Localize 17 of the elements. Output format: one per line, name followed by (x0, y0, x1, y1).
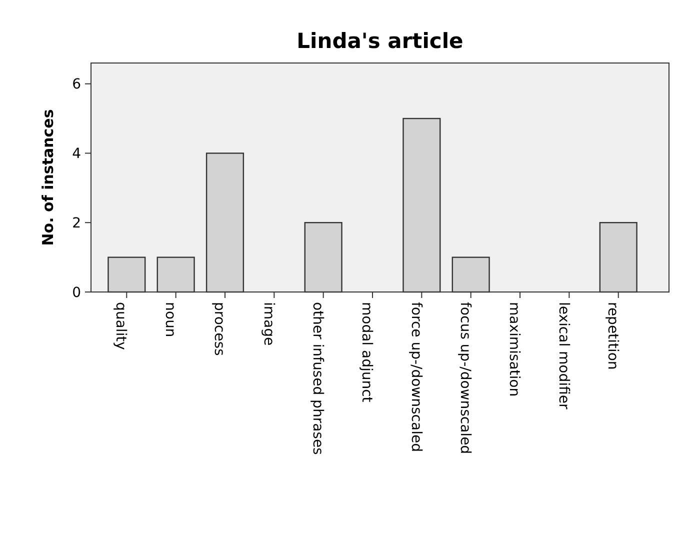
x-tick-label: quality (112, 302, 129, 350)
x-tick-label: lexical modifier (555, 302, 572, 410)
y-tick-label: 4 (72, 146, 82, 162)
x-tick-label: repetition (604, 302, 620, 370)
x-tick-label: focus up-/downscaled (456, 302, 473, 454)
x-tick-label: force up-/downscaled (408, 302, 424, 452)
y-tick-label: 0 (72, 284, 81, 301)
x-tick-label: maximisation (506, 302, 522, 397)
y-tick-label: 2 (72, 216, 81, 232)
x-tick-label: process (211, 302, 228, 356)
x-tick-label: other infused phrases (309, 302, 326, 455)
y-tick-label: 6 (72, 76, 82, 93)
y-axis-title: No. of instances (39, 109, 57, 246)
x-tick-label: modal adjunct (358, 302, 375, 403)
x-tick-label: image (260, 302, 276, 346)
x-tick-label: noun (162, 302, 178, 338)
chart-title: Linda's article (296, 29, 464, 53)
